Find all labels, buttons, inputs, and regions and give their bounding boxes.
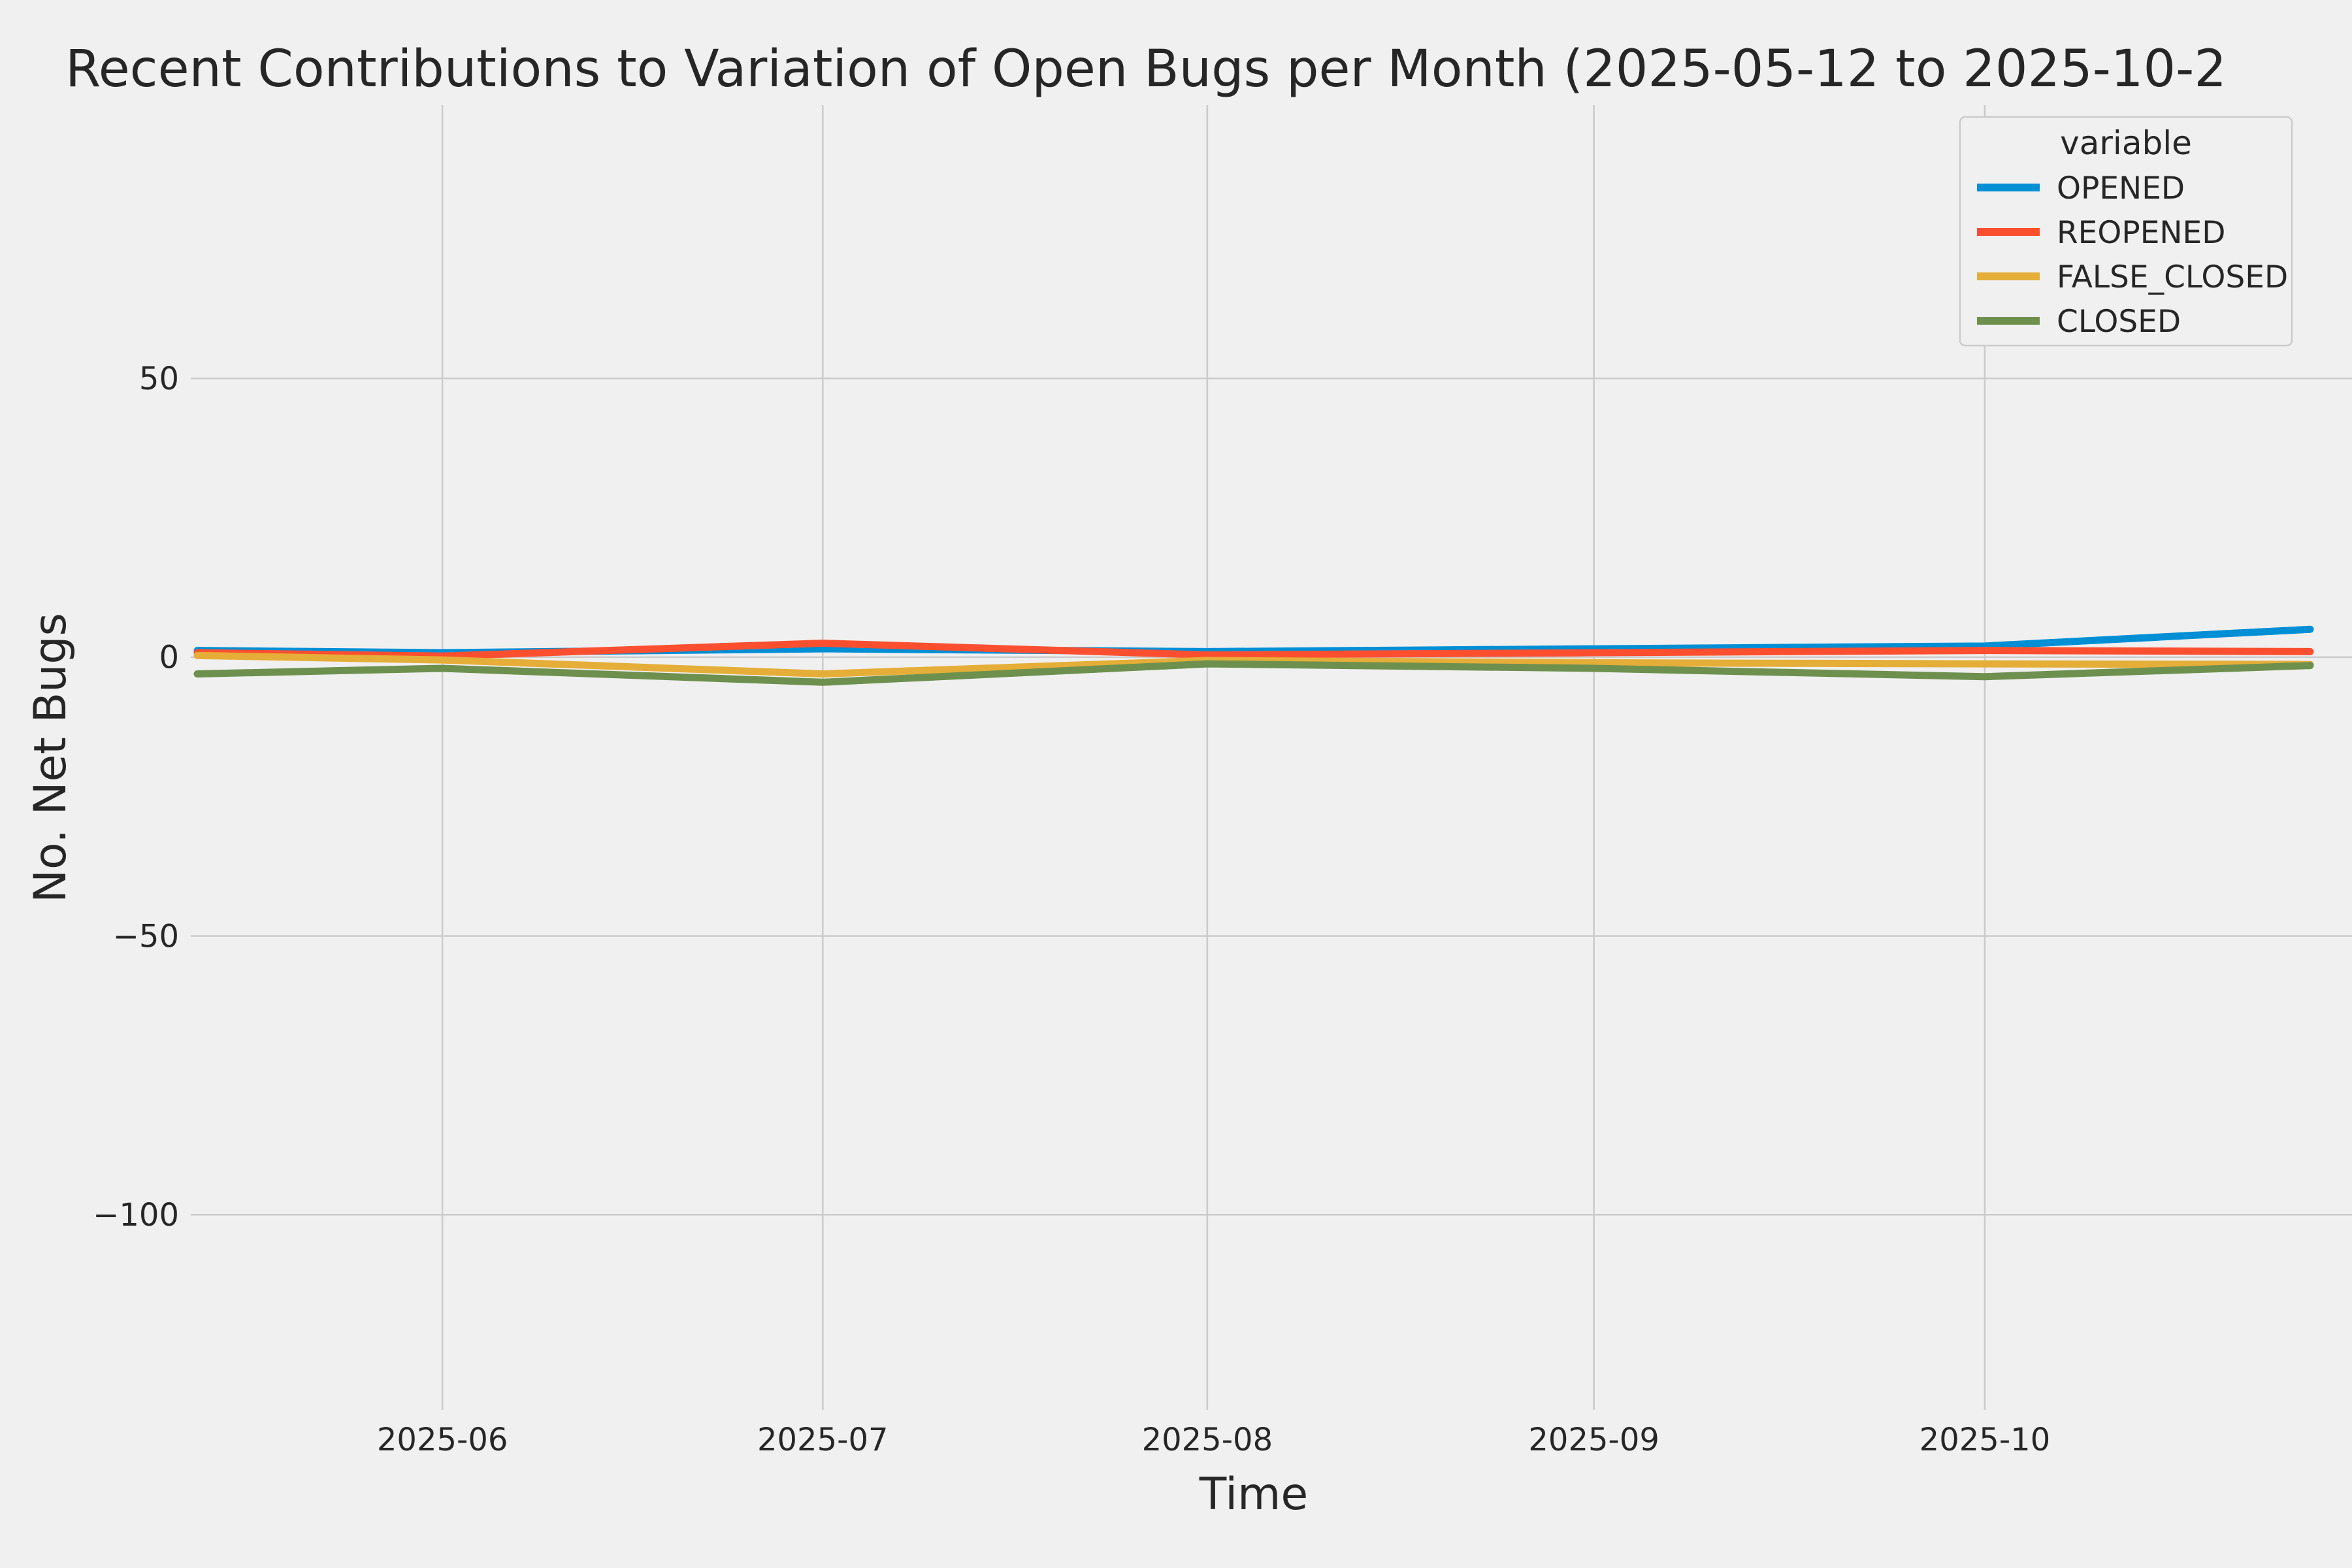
y-tick-label: −100 bbox=[93, 1197, 179, 1233]
legend-entries: OPENED REOPENED FALSE_CLOSED CLOSED bbox=[1977, 171, 2288, 340]
legend: variable OPENED REOPENED FALSE_CLOSED CLOSE… bbox=[1959, 116, 2293, 347]
chart-title: Recent Contributions to Variation of Ope… bbox=[65, 40, 2227, 99]
x-tick-label: 2025-09 bbox=[1528, 1422, 1659, 1458]
legend-label-reopened: REOPENED bbox=[2057, 215, 2225, 251]
x-tick-label: 2025-08 bbox=[1142, 1422, 1273, 1458]
y-tick-label: −50 bbox=[113, 918, 179, 955]
x-axis-title: Time bbox=[1199, 1469, 1308, 1520]
legend-label-closed: CLOSED bbox=[2057, 304, 2181, 340]
y-axis-title: No. Net Bugs bbox=[25, 613, 76, 903]
series-layer bbox=[193, 625, 2314, 686]
series-line-closed bbox=[193, 660, 2314, 686]
legend-box bbox=[1959, 116, 2293, 347]
x-tick-label: 2025-07 bbox=[757, 1422, 889, 1458]
ticks-layer: 2025-06 2025-07 2025-08 2025-09 2025-10 50 0 −5… bbox=[93, 361, 2050, 1458]
x-tick-label: 2025-10 bbox=[1919, 1422, 2051, 1458]
legend-title: variable bbox=[2060, 124, 2192, 162]
y-tick-label: 50 bbox=[139, 361, 179, 397]
x-tick-label: 2025-06 bbox=[377, 1422, 508, 1458]
series-line-reopened bbox=[193, 640, 2314, 660]
legend-label-opened: OPENED bbox=[2057, 171, 2185, 206]
y-tick-label: 0 bbox=[159, 640, 179, 676]
legend-label-false_closed: FALSE_CLOSED bbox=[2057, 259, 2288, 295]
